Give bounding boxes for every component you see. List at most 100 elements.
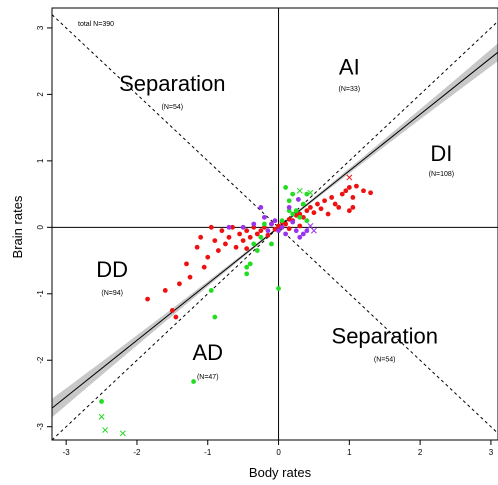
quadrant-label-ad: AD: [192, 340, 223, 365]
data-point-purple: [272, 218, 278, 224]
data-point-red: [215, 248, 221, 253]
y-axis-tick-label: 0: [36, 225, 45, 230]
data-point-green: [300, 201, 306, 207]
data-point-red: [162, 288, 168, 293]
y-axis-tick-label: 2: [36, 92, 45, 97]
data-point-red: [194, 244, 200, 250]
data-point-green: [99, 399, 104, 404]
data-point-green: [293, 208, 299, 214]
data-point-green: [286, 198, 292, 204]
x-axis-tick-label: 0: [276, 448, 281, 457]
data-point-purple: [293, 228, 299, 234]
data-point-cross-purple: [310, 227, 317, 234]
y-axis-tick-label: 3: [36, 25, 45, 30]
data-point-red: [177, 281, 182, 287]
quadrant-count-ad: (N=47): [197, 374, 219, 381]
data-point-green: [191, 379, 196, 384]
data-point-red: [173, 314, 179, 320]
data-point-purple: [258, 204, 264, 210]
data-point-green: [279, 218, 285, 224]
quadrant-labels-layer: Separation (N=54) AI (N=33) DI (N=108) DD (N=94…: [96, 54, 454, 380]
quadrant-count-dd: (N=94): [101, 290, 123, 297]
data-point-purple: [290, 219, 296, 225]
data-point-red: [265, 232, 271, 238]
data-point-purple: [261, 214, 267, 220]
data-point-red: [307, 204, 313, 210]
data-point-purple: [251, 221, 257, 227]
data-point-green: [244, 271, 250, 277]
data-point-red: [226, 234, 232, 240]
x-axis-tick-label: -3: [63, 448, 71, 457]
data-point-green: [208, 288, 214, 293]
quadrant-label-sep-top: Separation: [119, 71, 225, 96]
data-point-green: [244, 264, 250, 270]
quadrant-count-sep-bottom: (N=54): [374, 357, 396, 364]
data-point-green: [290, 191, 296, 197]
x-axis-tick-label: 2: [418, 448, 423, 457]
data-point-green: [304, 218, 310, 224]
x-axis-tick-label: -1: [204, 448, 212, 457]
data-point-red: [343, 188, 349, 194]
data-point-cross-green: [119, 430, 126, 437]
data-point-cross-green: [102, 427, 109, 433]
data-point-red: [184, 261, 189, 267]
data-point-cross-red: [346, 174, 353, 181]
y-axis-label: Brain rates: [10, 195, 25, 258]
quadrant-label-dd: DD: [96, 257, 128, 282]
y-axis-tick-label: -2: [36, 356, 45, 364]
data-point-purple: [276, 228, 281, 234]
total-label: total N=390: [78, 21, 114, 28]
data-point-purple: [279, 224, 285, 230]
data-point-purple: [297, 234, 303, 240]
data-point-green: [251, 241, 257, 247]
data-point-red: [346, 185, 352, 190]
data-point-red: [212, 238, 218, 244]
x-axis-tick-label: 1: [347, 448, 352, 457]
data-point-red: [311, 210, 317, 216]
data-point-green: [286, 208, 292, 214]
x-axis-label: Body rates: [249, 465, 312, 480]
data-point-green: [276, 286, 281, 291]
x-axis-tick-label: -2: [133, 448, 141, 457]
data-point-red: [258, 228, 264, 234]
data-point-red: [325, 211, 331, 217]
axes-layer: -3 -2 -1 0 1 2 3 -3 -2 -1 0 1 2 3: [36, 7, 498, 457]
data-point-green: [290, 211, 296, 217]
data-point-red: [247, 234, 253, 240]
data-point-red: [145, 296, 150, 302]
data-point-red: [315, 201, 320, 207]
data-point-red: [244, 228, 250, 234]
data-point-green: [212, 314, 218, 320]
data-point-purple: [240, 224, 246, 230]
data-point-red: [201, 264, 207, 270]
data-point-red: [286, 226, 292, 232]
data-point-red: [318, 206, 324, 212]
data-point-red: [230, 224, 235, 230]
data-point-red: [350, 204, 356, 210]
data-point-purple: [226, 224, 232, 230]
data-point-red: [240, 238, 246, 244]
data-point-purple: [269, 221, 274, 227]
quadrant-label-di: DI: [430, 141, 452, 166]
data-point-red: [304, 208, 310, 214]
data-point-red: [322, 198, 327, 204]
data-point-red: [332, 201, 338, 207]
x-axis-tick-label: 3: [489, 448, 494, 457]
data-point-purple: [295, 197, 301, 202]
quadrant-count-sep-top: (N=54): [162, 104, 184, 111]
data-point-red: [336, 204, 342, 210]
data-point-red: [208, 224, 214, 230]
quadrant-count-di: (N=108): [429, 171, 454, 178]
data-point-red: [205, 254, 211, 260]
data-point-red: [361, 188, 366, 194]
data-point-red: [233, 244, 239, 250]
data-point-red: [283, 221, 289, 227]
data-point-purple: [304, 228, 310, 234]
data-point-red: [354, 183, 359, 189]
data-point-red: [169, 308, 175, 313]
data-point-purple: [283, 231, 289, 237]
data-point-green: [254, 248, 260, 253]
data-point-red: [297, 211, 303, 217]
y-axis-tick-label: -3: [36, 423, 45, 431]
